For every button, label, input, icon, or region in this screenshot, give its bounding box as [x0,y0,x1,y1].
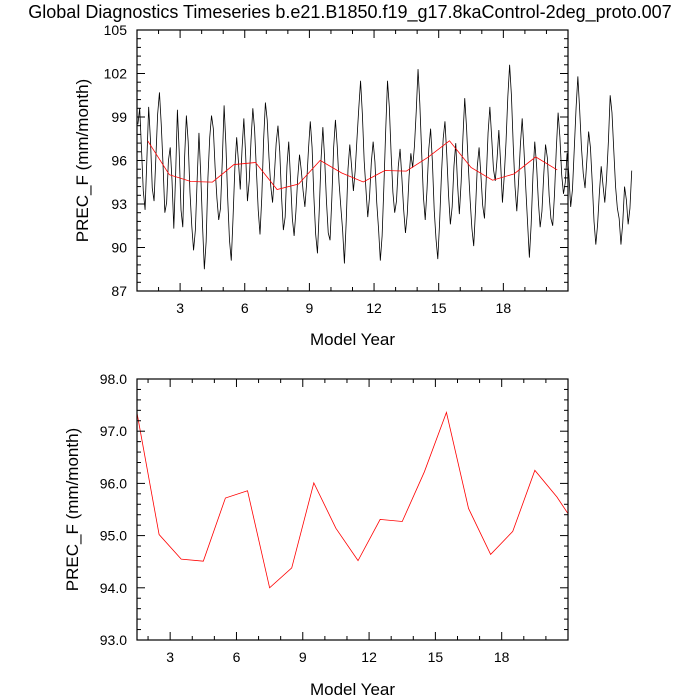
y-tick-label: 87 [111,283,127,299]
y-tick-label: 95.0 [100,528,127,544]
x-tick-label: 12 [366,300,382,316]
plot-frame [136,378,569,641]
y-tick-label: 93 [111,196,127,212]
y-tick-label: 97.0 [100,423,127,439]
x-tick-label: 12 [361,649,377,665]
plot-frame [136,29,569,292]
x-axis-title: Model Year [310,680,395,699]
x-tick-label: 18 [494,649,510,665]
series-line-0 [136,411,569,589]
top-panel: 3 6 9 12 15 18 87 90 93 96 99 102 105 Model Year PREC_… [73,22,633,349]
y-axis-title: PREC_F (mm/month) [63,428,82,591]
x-tick-label: 9 [306,300,314,316]
y-tick-label: 102 [104,66,128,82]
x-tick-label: 9 [299,649,307,665]
y-tick-label: 99 [111,109,127,125]
y-tick-label: 105 [104,22,128,38]
x-tick-label: 18 [496,300,512,316]
x-tick-label: 3 [166,649,174,665]
x-tick-label: 6 [233,649,241,665]
y-tick-label: 96.0 [100,475,127,491]
x-axis-title: Model Year [310,330,395,349]
bottom-panel: 3 6 9 12 15 18 93.0 94.0 95.0 96.0 97.0 98.0 Model Y… [63,371,569,699]
y-axis-title: PREC_F (mm/month) [73,79,92,242]
series-line-1 [147,140,558,190]
x-tick-label: 15 [428,649,444,665]
x-tick-label: 3 [176,300,184,316]
x-tick-label: 15 [431,300,447,316]
y-tick-label: 90 [111,240,127,256]
y-tick-label: 94.0 [100,580,127,596]
series-line-0 [137,64,633,270]
x-tick-label: 6 [241,300,249,316]
y-tick-label: 96 [111,153,127,169]
figure-title: Global Diagnostics Timeseries b.e21.B185… [28,2,671,23]
y-tick-label: 98.0 [100,371,127,387]
y-tick-label: 93.0 [100,632,127,648]
